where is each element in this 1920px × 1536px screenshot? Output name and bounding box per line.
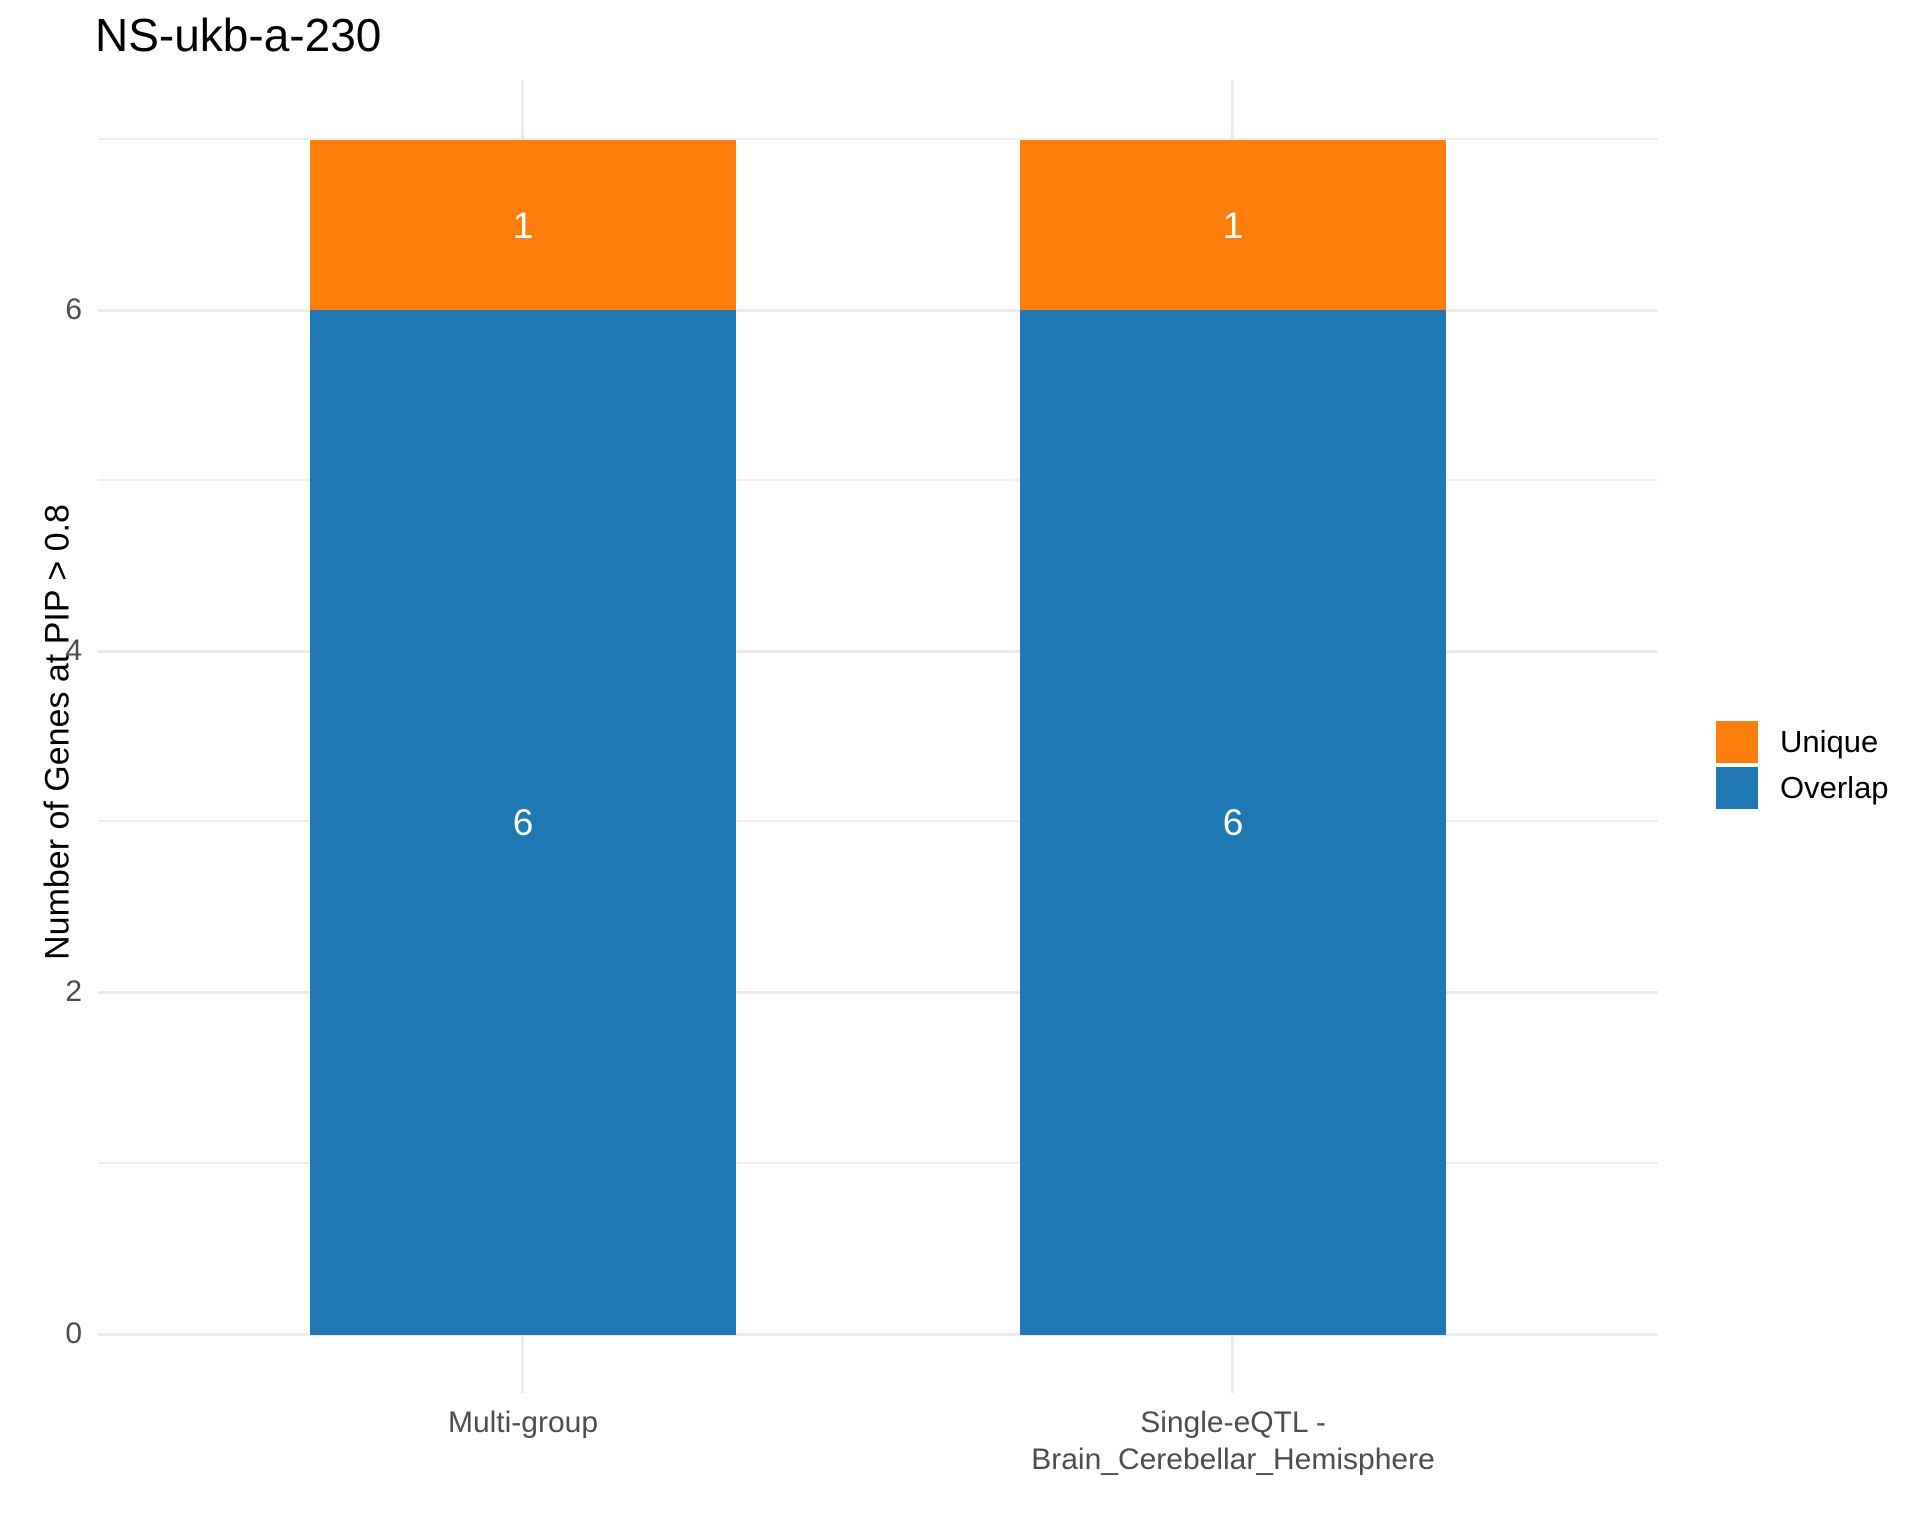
gridline-major-0 xyxy=(98,1333,1658,1336)
x-tick-line: Brain_Cerebellar_Hemisphere xyxy=(1031,1443,1435,1476)
gridline-minor-1 xyxy=(98,1162,1658,1164)
y-axis-title: Number of Genes at PIP > 0.8 xyxy=(38,504,77,960)
bar-value-label-unique: 1 xyxy=(512,204,534,246)
bar-multi-group: 1 6 xyxy=(310,0,736,1536)
bar-segment-overlap: 6 xyxy=(1020,310,1446,1335)
bar-segment-unique: 1 xyxy=(310,140,736,310)
bar-segment-overlap: 6 xyxy=(310,310,736,1335)
legend-item-unique: Unique xyxy=(1716,721,1889,763)
gridline-major-4 xyxy=(98,650,1658,653)
x-tick-multi-group: Multi-group xyxy=(223,1404,823,1441)
gridline-minor-7 xyxy=(98,138,1658,140)
legend-swatch-unique xyxy=(1716,721,1758,763)
legend-label-overlap: Overlap xyxy=(1780,770,1889,805)
x-tick-single-eqtl: Single-eQTL - Brain_Cerebellar_Hemispher… xyxy=(933,1404,1533,1478)
y-tick-2: 2 xyxy=(65,975,82,1008)
bar-value-label-unique: 1 xyxy=(1222,204,1244,246)
legend-label-unique: Unique xyxy=(1780,724,1879,759)
gridline-major-2 xyxy=(98,991,1658,994)
y-tick-6: 6 xyxy=(65,293,82,326)
gridline-major-6 xyxy=(98,309,1658,312)
legend-item-overlap: Overlap xyxy=(1716,767,1889,809)
gridline-minor-3 xyxy=(98,820,1658,822)
y-tick-0: 0 xyxy=(65,1317,82,1350)
x-tick-line: Multi-group xyxy=(447,1406,599,1439)
bar-segment-unique: 1 xyxy=(1020,140,1446,310)
chart-title: NS-ukb-a-230 xyxy=(95,9,382,61)
gridline-minor-5 xyxy=(98,479,1658,481)
bar-value-label-overlap: 6 xyxy=(512,802,534,843)
legend: Unique Overlap xyxy=(1716,721,1889,809)
bar-value-label-overlap: 6 xyxy=(1222,802,1244,843)
bar-single-eqtl: 1 6 xyxy=(1020,0,1446,1536)
x-tick-line: Single-eQTL - xyxy=(1140,1406,1326,1439)
y-tick-4: 4 xyxy=(65,634,82,667)
legend-swatch-overlap xyxy=(1716,767,1758,809)
